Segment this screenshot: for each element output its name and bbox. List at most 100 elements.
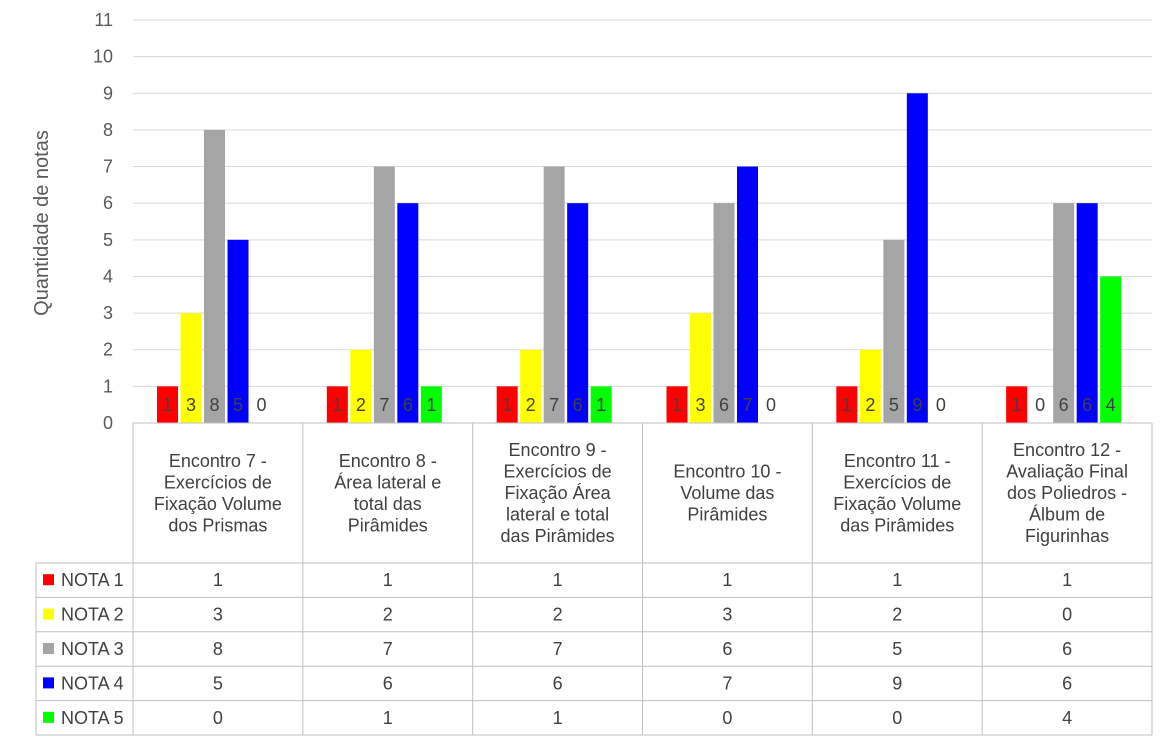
category-label: dos Prismas [168, 515, 267, 535]
legend-swatch [43, 643, 54, 654]
bar [1006, 386, 1028, 423]
data-label: 1 [672, 395, 682, 415]
data-label: 0 [1035, 395, 1045, 415]
data-label: 2 [526, 395, 536, 415]
bar [520, 349, 542, 423]
legend-swatch [43, 711, 54, 723]
bar [420, 386, 442, 423]
category-label: Fixação Área [505, 483, 612, 503]
table-cell: 3 [213, 605, 223, 625]
bar [1076, 203, 1098, 423]
data-label: 5 [889, 395, 899, 415]
bar [496, 386, 518, 423]
table-cell: 1 [383, 708, 393, 728]
y-tick-label: 11 [94, 10, 113, 30]
table-cell: 6 [383, 673, 393, 693]
y-tick-label: 2 [103, 340, 113, 360]
table-cell: 2 [553, 605, 563, 625]
category-label: Álbum de [1029, 505, 1105, 525]
table-cell: 7 [722, 673, 732, 693]
legend-swatch [43, 574, 54, 586]
category-label: total das [354, 494, 422, 514]
category-label: lateral e total [506, 505, 609, 525]
data-label: 2 [356, 395, 366, 415]
data-label: 4 [1106, 395, 1116, 415]
bar [157, 386, 178, 423]
category-label: Fixação Volume [154, 494, 282, 514]
data-label: 7 [379, 395, 389, 415]
bar [227, 239, 249, 423]
table-cell: 1 [213, 570, 223, 590]
bar [1100, 276, 1122, 423]
bar [350, 349, 372, 423]
bar [373, 166, 395, 423]
table-cell: 1 [383, 570, 393, 590]
table-cell: 5 [892, 639, 902, 659]
y-tick-label: 0 [103, 413, 113, 433]
category-label: Exercícios de [843, 472, 951, 492]
category-label: Fixação Volume [833, 494, 961, 514]
y-axis-label: Quantidade de notas [31, 130, 53, 316]
table-cell: 0 [892, 708, 902, 728]
table-cell: 7 [383, 639, 393, 659]
data-label: 6 [1059, 395, 1069, 415]
bar [666, 386, 688, 423]
category-label: Encontro 10 - [673, 462, 781, 482]
category-label: das Pirâmides [840, 515, 954, 535]
bar [567, 203, 589, 423]
category-label: das Pirâmides [501, 526, 615, 546]
legend-label: NOTA 5 [61, 708, 124, 728]
y-tick-label: 4 [103, 266, 113, 286]
bar [180, 313, 202, 423]
bar [543, 166, 565, 423]
category-label: Exercícios de [504, 462, 612, 482]
category-label: Encontro 12 - [1013, 440, 1121, 460]
y-tick-label: 3 [103, 303, 113, 323]
data-label: 1 [426, 395, 436, 415]
bar [690, 313, 711, 423]
table-cell: 2 [383, 605, 393, 625]
table-cell: 4 [1062, 708, 1072, 728]
table-cell: 6 [1062, 673, 1072, 693]
data-label: 3 [186, 395, 196, 415]
table-cell: 0 [213, 708, 223, 728]
table-cell: 0 [722, 708, 732, 728]
table-cell: 3 [722, 605, 732, 625]
data-label: 5 [233, 395, 243, 415]
y-tick-label: 9 [103, 83, 113, 103]
table-cell: 1 [892, 570, 902, 590]
bar [397, 203, 419, 423]
table-cell: 2 [892, 605, 902, 625]
legend-label: NOTA 4 [61, 673, 124, 693]
legend-swatch [43, 608, 54, 620]
bar [737, 166, 758, 423]
y-tick-label: 1 [103, 376, 113, 396]
data-label: 1 [502, 395, 512, 415]
table-cell: 0 [1062, 605, 1072, 625]
category-label: Encontro 9 - [509, 440, 607, 460]
category-label: Encontro 7 - [169, 451, 267, 471]
y-tick-label: 10 [93, 47, 113, 67]
table-cell: 9 [892, 673, 902, 693]
legend-label: NOTA 2 [61, 605, 124, 625]
category-label: Pirâmides [687, 505, 767, 525]
data-label: 1 [842, 395, 852, 415]
data-label: 1 [162, 395, 172, 415]
y-tick-label: 8 [103, 120, 113, 140]
y-tick-label: 7 [103, 157, 113, 177]
table-cell: 6 [553, 673, 563, 693]
y-tick-label: 5 [103, 230, 113, 250]
category-label: Avaliação Final [1006, 462, 1128, 482]
y-tick-label: 6 [103, 193, 113, 213]
category-label: Pirâmides [348, 515, 428, 535]
data-label: 3 [695, 395, 705, 415]
table-cell: 1 [1062, 570, 1072, 590]
table-cell: 6 [1062, 639, 1072, 659]
data-label: 6 [403, 395, 413, 415]
data-label: 7 [549, 395, 559, 415]
legend-swatch [43, 677, 54, 689]
